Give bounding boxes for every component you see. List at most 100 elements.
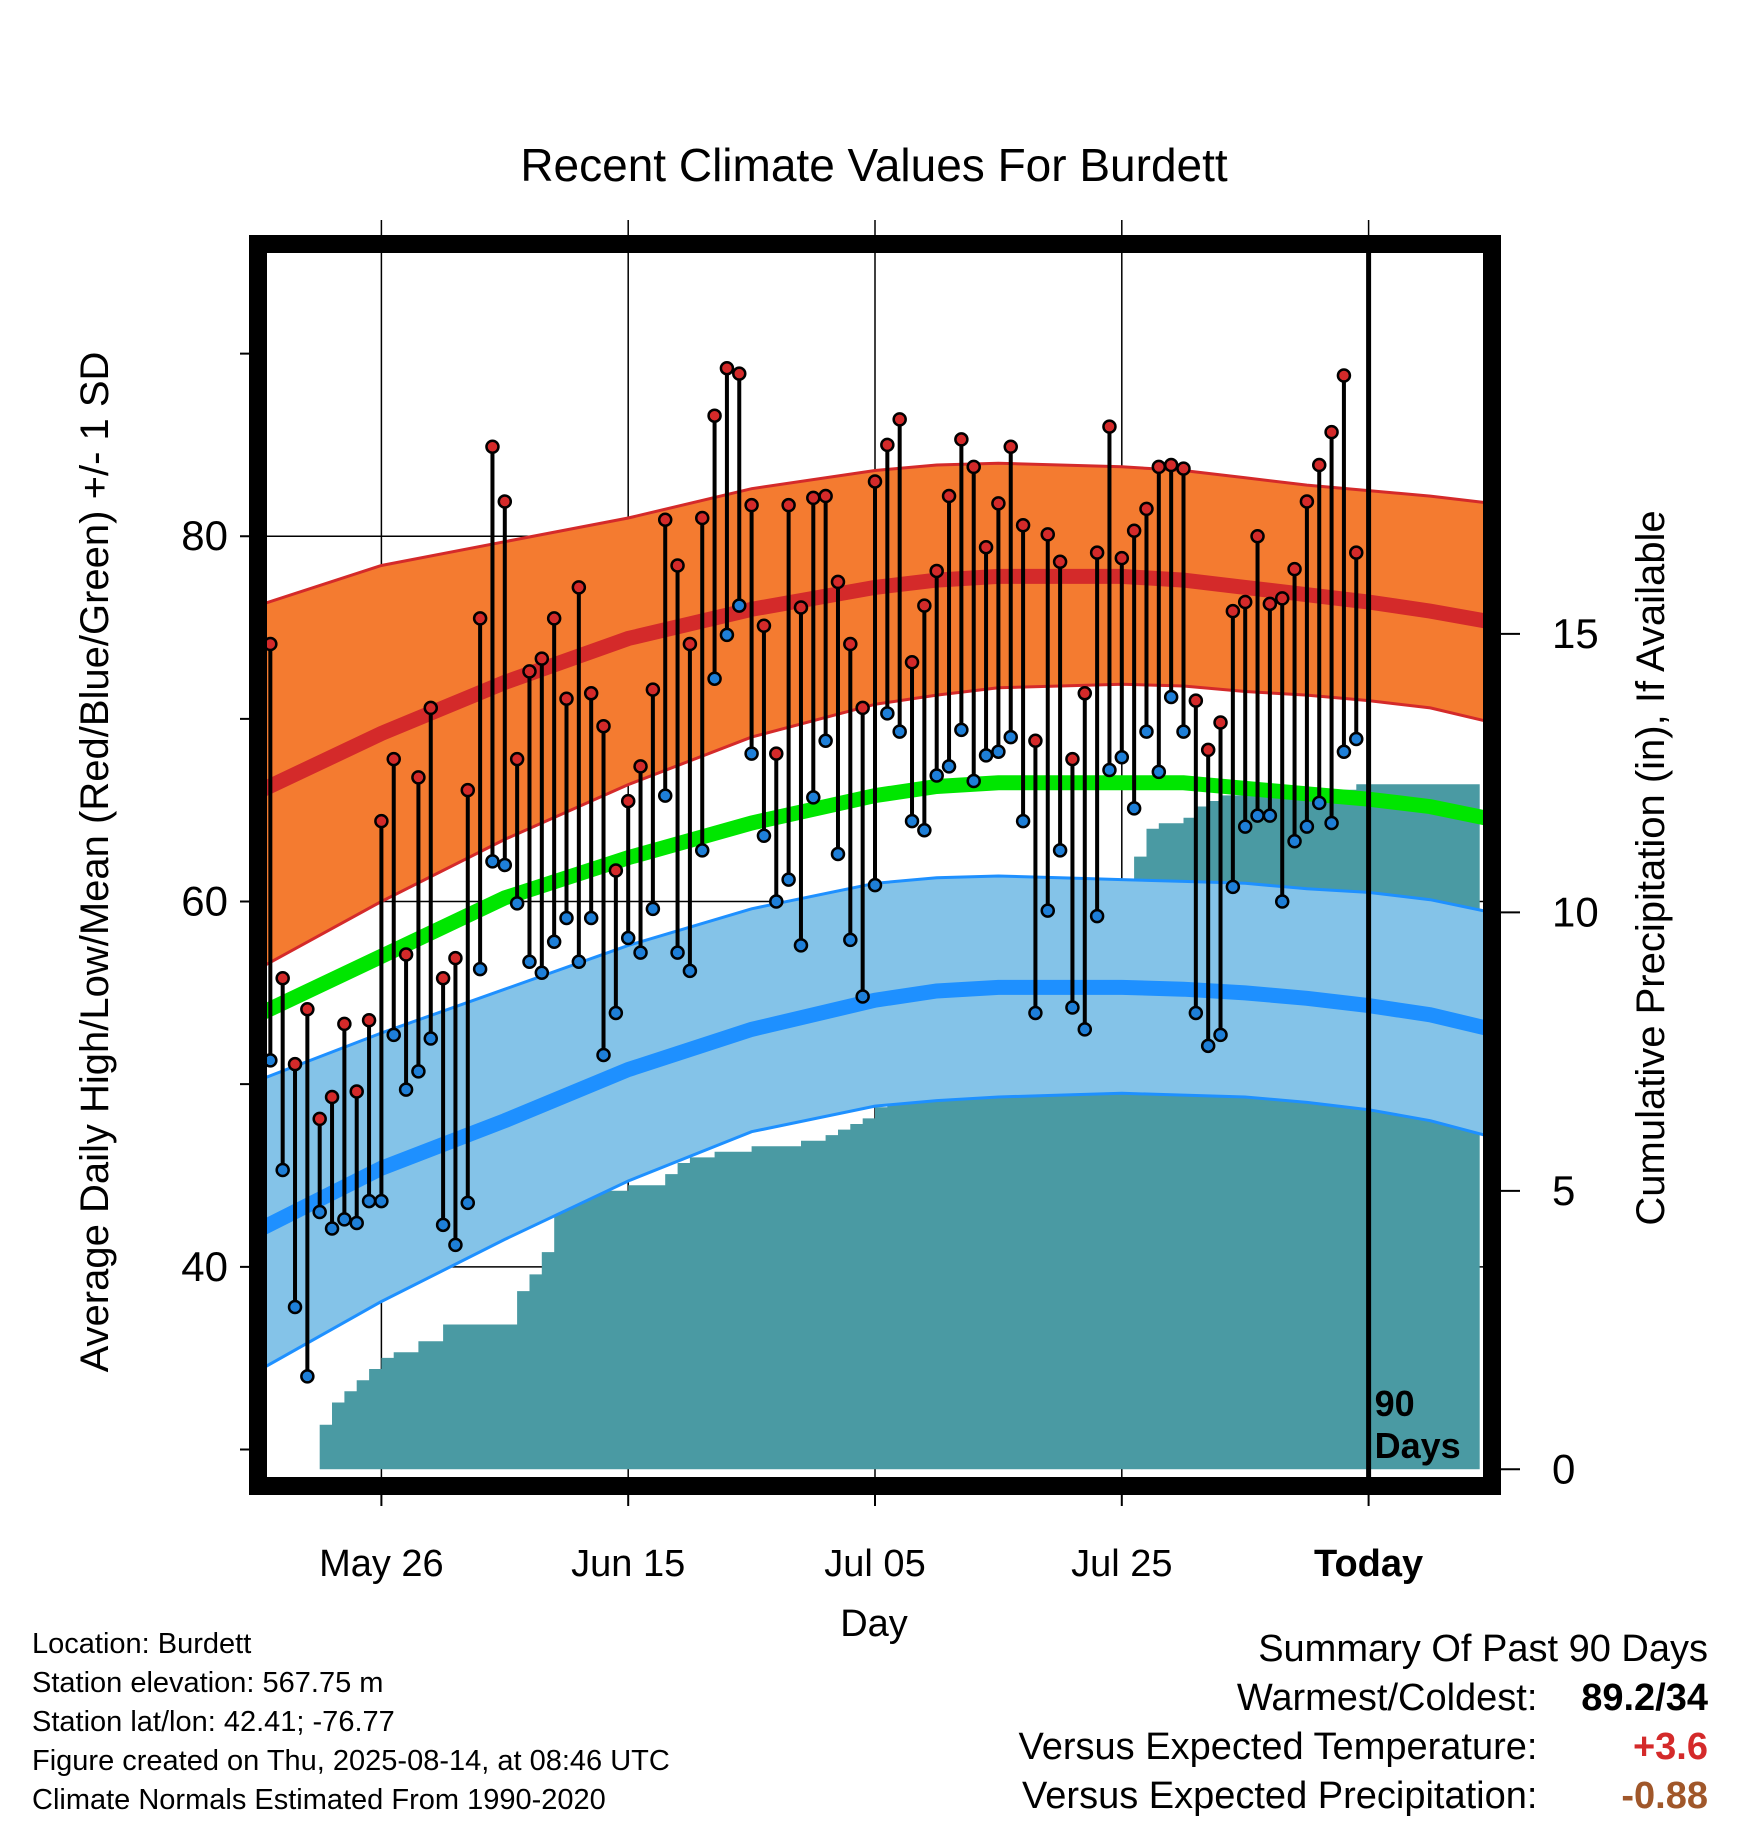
- daily-high-point: [1163, 457, 1179, 473]
- daily-low-point: [904, 813, 920, 829]
- daily-low-point: [966, 773, 981, 789]
- daily-low-point: [719, 627, 735, 643]
- daily-low-point: [1114, 749, 1130, 765]
- daily-low-point: [670, 945, 685, 960]
- daily-high-point: [312, 1111, 327, 1127]
- daily-low-point: [1200, 1038, 1216, 1054]
- daily-high-point: [1102, 419, 1117, 434]
- daily-low-point: [1349, 731, 1364, 747]
- daily-high-point: [361, 1013, 377, 1028]
- daily-high-point: [806, 490, 821, 506]
- daily-high-point: [583, 686, 599, 701]
- daily-high-point: [855, 700, 870, 716]
- daily-high-point: [1299, 494, 1315, 509]
- daily-high-point: [374, 813, 389, 829]
- today-marker-label: 90: [1375, 1383, 1415, 1424]
- daily-low-point: [756, 828, 772, 844]
- daily-low-point: [546, 934, 562, 949]
- daily-low-point: [337, 1212, 352, 1227]
- summary-panel: Summary Of Past 90 Days Warmest/Coldest:…: [1019, 1625, 1708, 1821]
- daily-high-point: [793, 600, 809, 615]
- x-tick-label: May 26: [319, 1543, 444, 1585]
- daily-high-point: [880, 437, 895, 453]
- daily-low-point: [694, 843, 710, 858]
- daily-low-point: [324, 1221, 340, 1236]
- daily-high-point: [287, 1056, 303, 1072]
- daily-low-point: [1003, 729, 1018, 745]
- daily-high-point: [670, 558, 685, 573]
- daily-low-point: [1188, 1005, 1204, 1021]
- daily-high-point: [608, 863, 624, 878]
- daily-high-point: [707, 408, 722, 423]
- daily-low-point: [707, 671, 722, 686]
- y2-tick-label: 10: [1552, 888, 1599, 935]
- daily-high-point: [954, 432, 969, 447]
- daily-high-point: [1040, 527, 1056, 542]
- daily-low-point: [312, 1204, 327, 1220]
- daily-high-point: [756, 618, 772, 633]
- daily-high-point: [460, 782, 476, 798]
- daily-high-point: [843, 636, 858, 652]
- daily-high-point: [423, 700, 439, 716]
- daily-low-point: [275, 1162, 290, 1178]
- daily-high-point: [1139, 501, 1154, 517]
- daily-high-point: [892, 412, 907, 427]
- daily-low-point: [867, 877, 883, 893]
- daily-high-point: [620, 793, 636, 809]
- daily-low-point: [620, 930, 636, 946]
- daily-low-point: [880, 706, 895, 721]
- normals-text: Climate Normals Estimated From 1990-2020: [32, 1784, 606, 1816]
- daily-high-point: [781, 497, 796, 513]
- daily-high-point: [1151, 459, 1167, 475]
- daily-low-point: [448, 1237, 463, 1253]
- daily-high-point: [929, 563, 944, 579]
- daily-high-point: [1114, 550, 1130, 566]
- y-axis-label-right: Cumulative Precipitation (in), If Availa…: [1629, 510, 1673, 1225]
- summary-temp-row: Versus Expected Temperature: +3.6: [1019, 1723, 1708, 1772]
- daily-high-point: [1089, 545, 1105, 560]
- daily-low-point: [472, 961, 488, 977]
- daily-high-point: [337, 1016, 352, 1032]
- daily-low-point: [1126, 801, 1142, 816]
- daily-high-point: [559, 691, 574, 707]
- low-sd-band: [258, 874, 1492, 1373]
- daily-low-point: [633, 945, 648, 960]
- y-tick-label: 40: [181, 1243, 228, 1290]
- daily-high-point: [1065, 751, 1080, 767]
- daily-high-point: [732, 366, 747, 381]
- temp-anomaly-label: Versus Expected Temperature:: [1018, 1726, 1538, 1768]
- x-tick-label: Today: [1314, 1543, 1423, 1585]
- daily-low-point: [682, 963, 698, 979]
- daily-low-point: [1040, 903, 1056, 918]
- x-tick-label: Jul 05: [824, 1543, 925, 1585]
- daily-high-point: [571, 580, 587, 595]
- daily-high-point: [1052, 554, 1068, 570]
- daily-low-point: [608, 1005, 624, 1021]
- daily-high-point: [694, 510, 710, 526]
- daily-high-point: [1003, 439, 1018, 454]
- daily-low-point: [1250, 808, 1265, 823]
- daily-low-point: [1336, 744, 1352, 760]
- daily-low-point: [374, 1193, 389, 1209]
- axes-group: 40 60 80 0 5 10 15 May 26 Jun 15 Jul 05 Jul 25 Toda…: [181, 352, 1599, 1585]
- daily-low-point: [1065, 1000, 1080, 1015]
- summary-precip-row: Versus Expected Precipitation: -0.88: [1019, 1772, 1708, 1821]
- daily-low-point: [892, 724, 907, 739]
- daily-high-point: [435, 970, 451, 986]
- normal-high-line: [258, 568, 1492, 799]
- daily-low-point: [917, 823, 932, 838]
- daily-high-point: [275, 970, 290, 986]
- daily-high-point: [917, 598, 932, 613]
- daily-observations: [258, 360, 1364, 1384]
- daily-low-point: [423, 1031, 439, 1046]
- daily-low-point: [1028, 1005, 1043, 1021]
- daily-low-point: [460, 1195, 476, 1211]
- daily-high-point: [769, 746, 784, 761]
- daily-high-point: [633, 759, 648, 774]
- warmest-value: 89.2/34: [1581, 1677, 1708, 1719]
- daily-high-point: [978, 539, 994, 555]
- daily-high-point: [1250, 528, 1265, 544]
- daily-low-point: [657, 788, 673, 803]
- daily-low-point: [941, 759, 957, 774]
- daily-low-point: [596, 1047, 611, 1063]
